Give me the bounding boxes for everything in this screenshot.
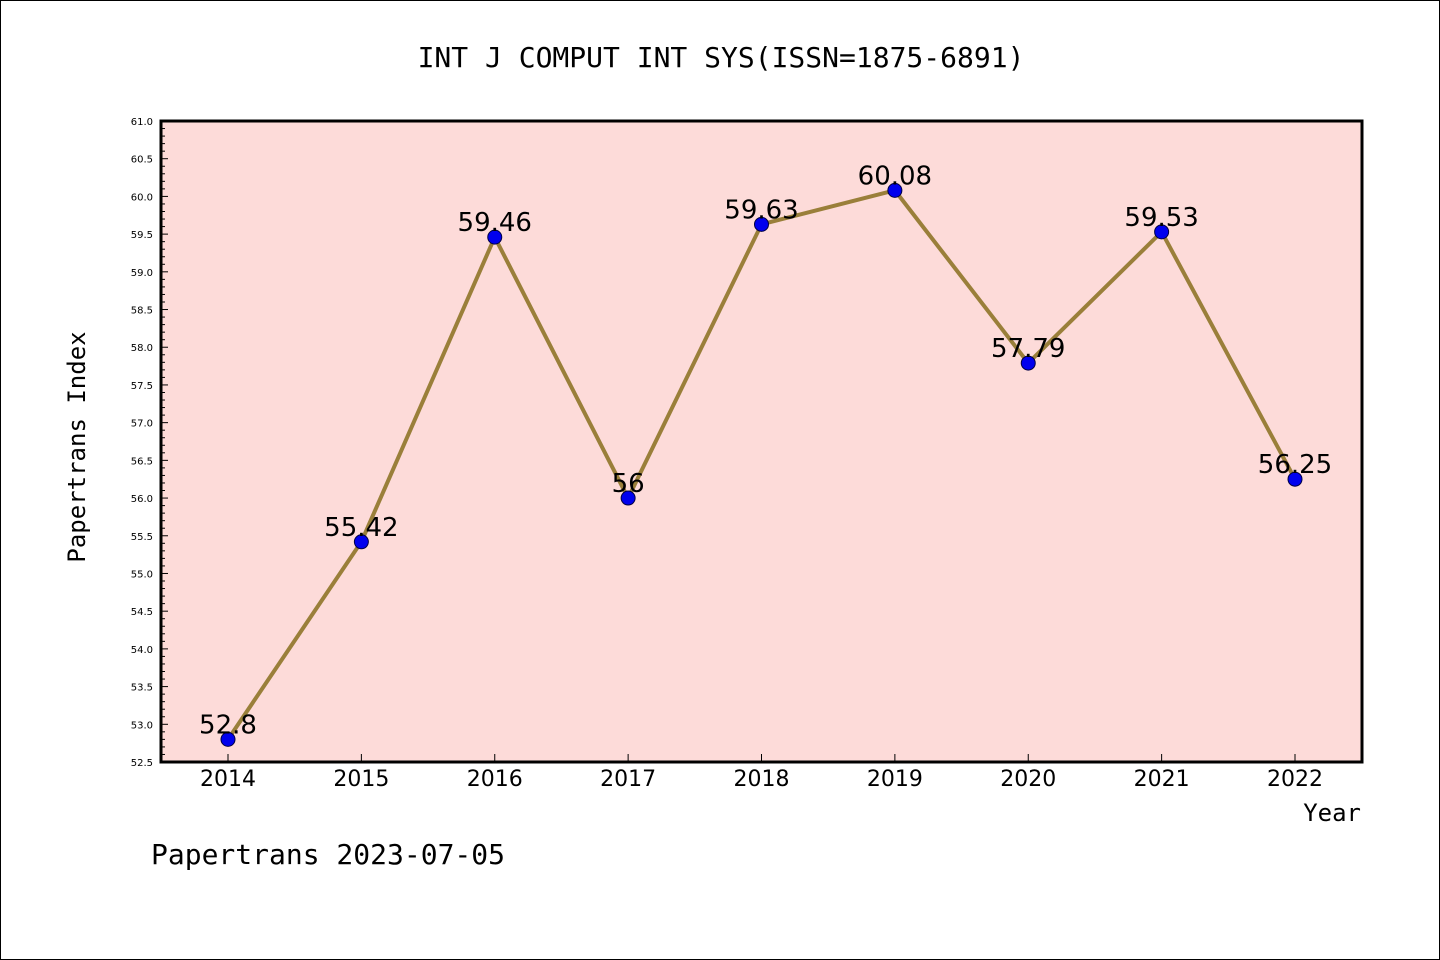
x-axis: 2014 2015 2016 2017 2018 2019 2020 2021 2022 [200, 754, 1323, 792]
y-tick-label: 60.5 [131, 155, 153, 166]
x-tick-label: 2016 [467, 767, 523, 792]
y-axis-label: Papertrans Index [63, 331, 91, 562]
data-point [620, 490, 636, 506]
x-tick-label: 2019 [867, 767, 923, 792]
x-tick-label: 2014 [200, 767, 256, 792]
data-label: 60.08 [858, 161, 932, 191]
x-tick-label: 2015 [333, 767, 389, 792]
x-axis-label: Year [1303, 799, 1361, 827]
y-tick-label: 59.5 [131, 230, 153, 241]
data-labels: 52.8 55.42 59.46 56 59.63 60.08 57.79 59.53 56.2… [199, 161, 1332, 740]
y-tick-label: 54.5 [131, 607, 153, 618]
data-label: 55.42 [324, 513, 398, 543]
data-label: 59.63 [724, 195, 798, 225]
data-point [1287, 471, 1303, 487]
y-tick-label: 58.0 [131, 343, 153, 354]
data-markers [220, 182, 1303, 747]
chart-title: INT J COMPUT INT SYS(ISSN=1875-6891) [418, 41, 1025, 74]
x-tick-label: 2017 [600, 767, 656, 792]
data-label: 59.53 [1124, 203, 1198, 233]
data-point [887, 182, 903, 198]
data-label: 57.79 [991, 334, 1065, 364]
x-tick-label: 2020 [1000, 767, 1056, 792]
y-tick-label: 53.5 [131, 683, 153, 694]
data-label: 52.8 [199, 710, 257, 740]
y-tick-label: 55.0 [131, 569, 153, 580]
y-tick-label: 52.5 [131, 758, 153, 769]
y-tick-label: 54.0 [131, 645, 153, 656]
data-point [1020, 355, 1036, 371]
x-tick-label: 2018 [734, 767, 790, 792]
y-tick-label: 58.5 [131, 306, 153, 317]
data-point [754, 216, 769, 232]
y-tick-label: 56.0 [131, 494, 153, 505]
data-point [220, 731, 236, 747]
x-tick-label: 2022 [1267, 767, 1323, 792]
y-tick-label: 53.0 [131, 720, 153, 731]
data-label: 56.25 [1258, 450, 1332, 480]
data-label: 59.46 [458, 208, 532, 238]
y-tick-label: 56.5 [131, 456, 153, 467]
data-point [487, 229, 503, 245]
data-point [1154, 224, 1170, 240]
y-tick-label: 61.0 [131, 117, 153, 128]
data-label: 56 [612, 469, 645, 499]
y-tick-label: 57.0 [131, 419, 153, 430]
y-tick-label: 60.0 [131, 192, 153, 203]
y-tick-label: 55.5 [131, 532, 153, 543]
x-tick-label: 2021 [1134, 767, 1190, 792]
y-axis: 52.5 53.0 53.5 54.0 54.5 55.0 55.5 56.0 56.5 57.0… [131, 117, 168, 769]
y-tick-label: 57.5 [131, 381, 153, 392]
footer-text: Papertrans 2023-07-05 [151, 838, 505, 871]
data-point [353, 534, 369, 550]
y-tick-label: 59.0 [131, 268, 153, 279]
plot-frame [159, 119, 1364, 764]
